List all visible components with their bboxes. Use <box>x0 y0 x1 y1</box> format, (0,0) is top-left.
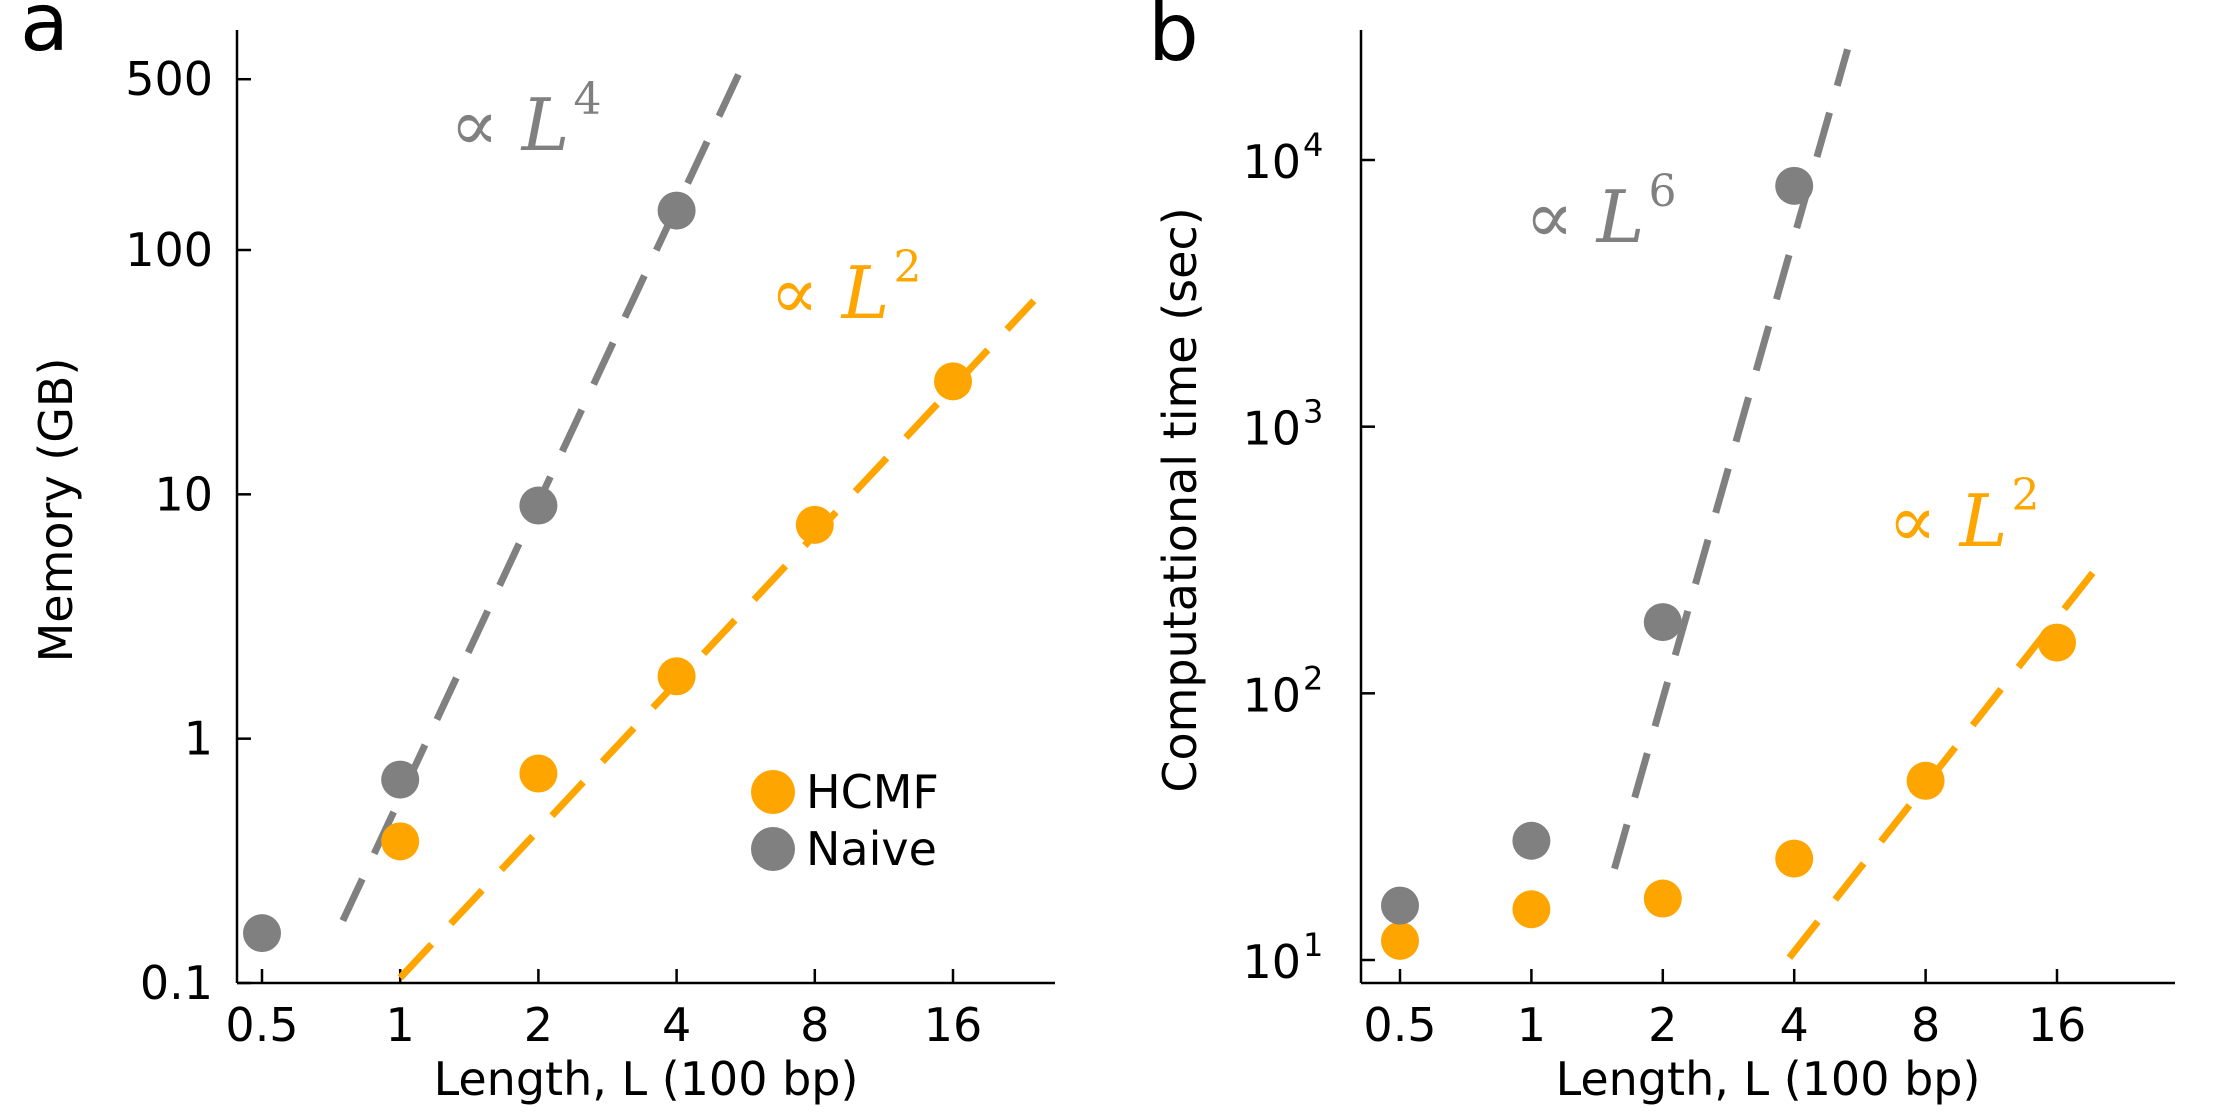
y-tick-label: 10 <box>1242 668 1301 722</box>
legend-marker <box>751 770 795 814</box>
y-tick-exponent: 3 <box>1303 393 1323 431</box>
scaling-annotation: ∝ L <box>450 83 569 167</box>
panel-a-chart: a 0.5 1 2 4 8 16 0.1 1 10 100 500 Memory (GB) Length,… <box>20 0 1055 1106</box>
x-tick-label: 0.5 <box>225 998 298 1052</box>
scaling-exponent: 2 <box>2011 470 2039 521</box>
naive-point <box>657 191 696 230</box>
x-tick-label: 2 <box>1648 998 1677 1052</box>
y-tick-exponent: 4 <box>1303 126 1323 164</box>
legend-marker <box>751 827 795 871</box>
y-tick-label: 1 <box>184 712 213 766</box>
x-axis-label: Length, L (100 bp) <box>434 1052 859 1106</box>
naive-point <box>1381 886 1419 925</box>
hcmf-point <box>2038 623 2076 662</box>
naive-point <box>381 760 420 799</box>
y-tick-label: 100 <box>125 223 213 277</box>
x-tick-label: 16 <box>2028 998 2087 1052</box>
scaling-annotation: ∝ L <box>1888 479 2007 563</box>
x-tick-label: 16 <box>924 998 983 1052</box>
scaling-annotation: ∝ L <box>770 251 889 335</box>
panel-letter: a <box>20 0 69 69</box>
scaling-exponent: 6 <box>1648 166 1676 217</box>
hcmf-point <box>1906 761 1945 800</box>
y-tick-label: 10 <box>1242 402 1301 456</box>
hcmf-point <box>934 362 972 401</box>
x-axis-label: Length, L (100 bp) <box>1556 1052 1981 1106</box>
y-tick-label: 10 <box>1242 135 1301 189</box>
naive-point <box>1512 821 1551 860</box>
x-tick-label: 1 <box>1517 998 1546 1052</box>
hcmf-point <box>519 754 558 793</box>
fit-line <box>397 298 1037 981</box>
scaling-annotation: ∝ L <box>1525 175 1644 259</box>
hcmf-point <box>1643 879 1682 918</box>
y-tick-exponent: 2 <box>1303 659 1323 697</box>
x-tick-label: 8 <box>1911 998 1940 1052</box>
y-tick-exponent: 1 <box>1303 926 1323 964</box>
hcmf-point <box>1381 921 1419 960</box>
panel-letter: b <box>1148 0 1199 79</box>
y-tick-label: 500 <box>125 52 213 106</box>
y-tick-label: 0.1 <box>140 956 213 1010</box>
x-tick-label: 2 <box>524 998 553 1052</box>
y-axis-label: Computational time (sec) <box>1153 207 1207 792</box>
scaling-exponent: 2 <box>893 242 921 293</box>
naive-point <box>1775 166 1814 205</box>
hcmf-point <box>381 822 420 861</box>
legend-label: HCMF <box>806 765 939 819</box>
hcmf-point <box>1512 890 1551 929</box>
hcmf-point <box>1775 839 1814 878</box>
x-tick-label: 1 <box>386 998 415 1052</box>
y-tick-label: 10 <box>154 467 213 521</box>
naive-point <box>243 914 281 953</box>
legend-label: Naive <box>806 822 937 876</box>
y-axis-label: Memory (GB) <box>29 358 83 663</box>
x-tick-label: 0.5 <box>1363 998 1436 1052</box>
fit-line <box>1786 556 2107 960</box>
x-tick-label: 4 <box>662 998 691 1052</box>
x-tick-label: 4 <box>1780 998 1809 1052</box>
hcmf-point <box>795 505 834 544</box>
scaling-exponent: 4 <box>573 74 601 125</box>
x-tick-label: 8 <box>800 998 829 1052</box>
y-tick-label: 10 <box>1242 935 1301 989</box>
naive-point <box>1643 603 1682 642</box>
hcmf-point <box>657 657 696 696</box>
naive-point <box>519 486 558 525</box>
